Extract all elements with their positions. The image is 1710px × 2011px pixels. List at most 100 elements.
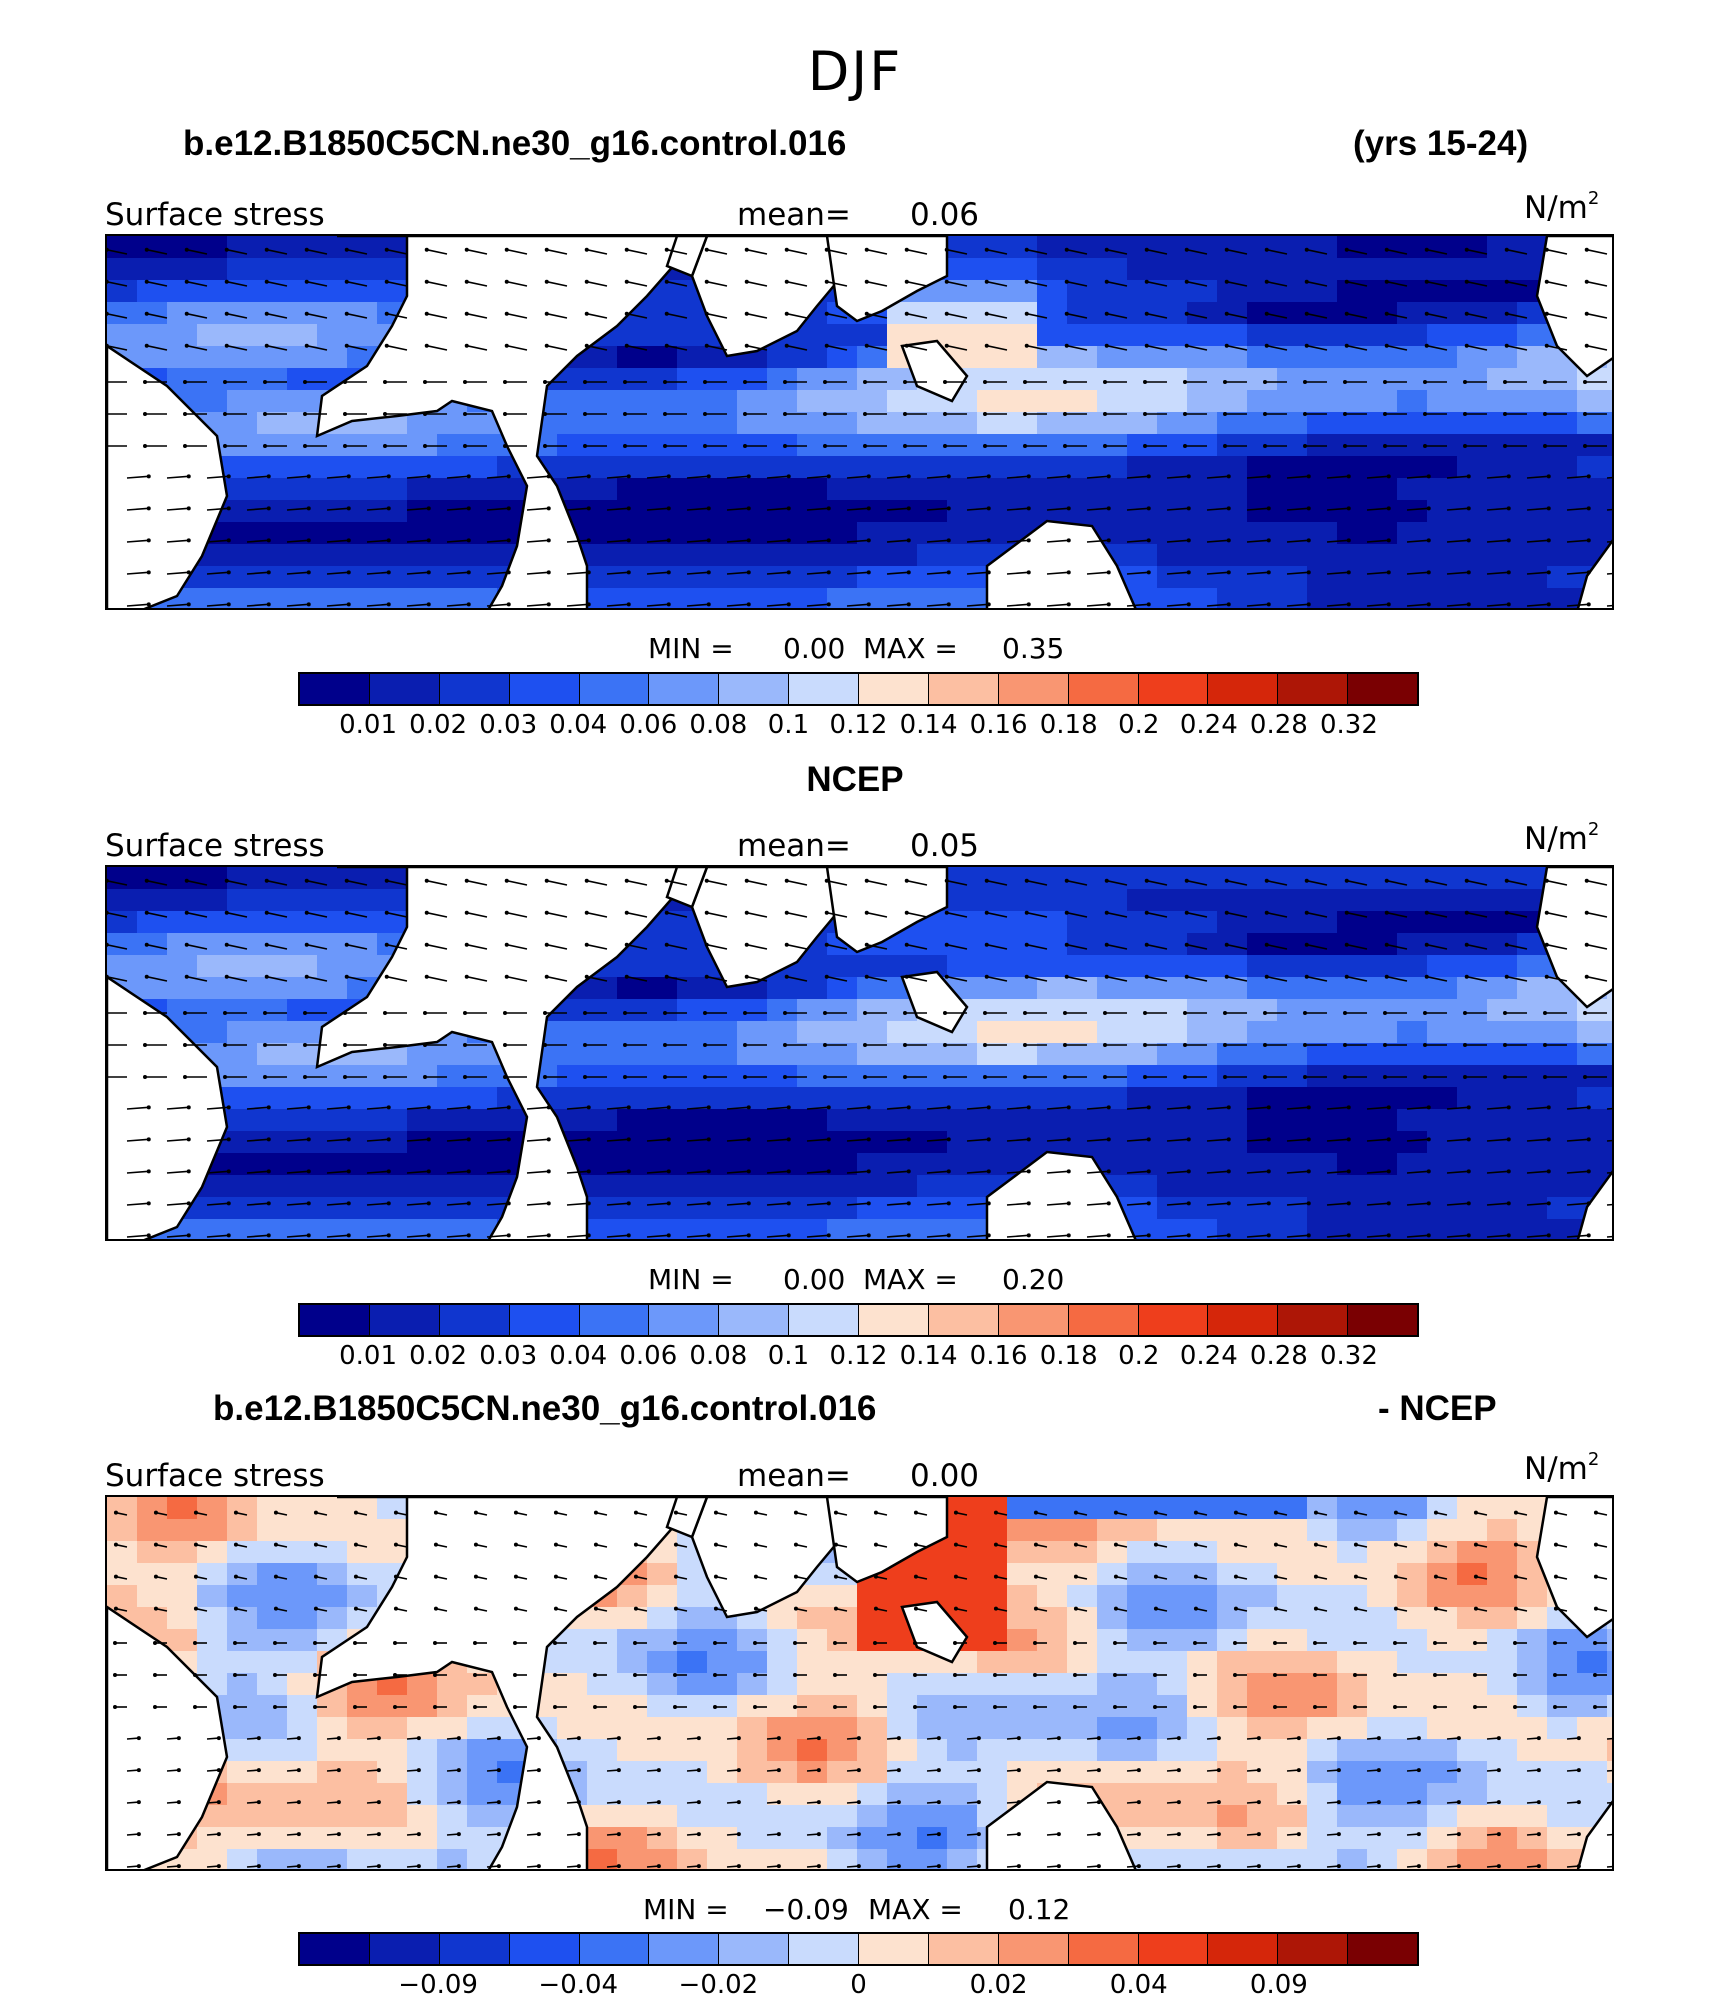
map-canvas	[107, 867, 1612, 1239]
land-mass	[107, 344, 229, 608]
colorbar-swatch	[369, 1934, 440, 1964]
colorbar-swatch	[719, 1305, 790, 1335]
colorbar-swatch	[789, 674, 859, 704]
colorbar-swatch	[719, 674, 790, 704]
colorbar-swatch	[789, 1934, 859, 1964]
colorbar-tick-label: 0.16	[969, 710, 1028, 740]
colorbar-swatch	[369, 674, 440, 704]
colorbar-swatch	[928, 1934, 999, 1964]
colorbar-swatch	[1348, 1934, 1417, 1964]
colorbar-tick-label: 0.28	[1249, 710, 1308, 740]
colorbar-tick-label: 0.08	[689, 1341, 748, 1371]
colorbar-swatch	[1278, 674, 1349, 704]
land-mass	[107, 975, 229, 1239]
panel2-min-label: MIN =	[648, 1263, 734, 1296]
land-mass	[825, 867, 949, 954]
colorbar-swatch	[719, 1934, 790, 1964]
colorbar-tick-label: 0.02	[409, 710, 468, 740]
land-mass	[900, 1600, 969, 1664]
colorbar-tick-label: 0.12	[829, 1341, 888, 1371]
stress-vectors	[107, 878, 1612, 1238]
panel2-colorbar-ticks: 0.01 0.02 0.03 0.04 0.06 0.08 0.1 0.12 0.14 0.16 0…	[298, 1341, 1419, 1371]
colorbar-tick-label: 0	[850, 1970, 867, 2000]
panel2-variable-label: Surface stress	[105, 828, 325, 864]
colorbar-swatch	[1068, 674, 1139, 704]
panel2-mean-label: mean=	[737, 828, 851, 864]
panel3-min-value: −0.09	[763, 1893, 849, 1926]
colorbar-tick-label: 0.18	[1039, 1341, 1098, 1371]
colorbar-tick-label: 0.02	[409, 1341, 468, 1371]
panel3-map	[105, 1495, 1614, 1871]
land-mass	[900, 339, 969, 403]
colorbar-tick-label: 0.24	[1179, 710, 1238, 740]
colorbar-swatch	[509, 1934, 580, 1964]
colorbar-swatch	[1068, 1305, 1139, 1335]
land-mass	[1535, 1497, 1612, 1639]
colorbar-tick-label: 0.06	[619, 710, 678, 740]
panel1-max-value: 0.35	[1002, 632, 1065, 665]
panel3-diff-label: - NCEP	[1378, 1389, 1497, 1428]
colorbar-tick-label: 0.12	[829, 710, 888, 740]
panel2-max-value: 0.20	[1002, 1263, 1065, 1296]
stress-vectors	[107, 247, 1612, 607]
colorbar-swatch	[998, 1305, 1069, 1335]
colorbar-swatch	[439, 674, 510, 704]
colorbar-swatch	[439, 1934, 510, 1964]
main-title: DJF	[807, 40, 903, 103]
colorbar-tick-label: 0.32	[1319, 710, 1378, 740]
colorbar-swatch	[859, 674, 929, 704]
colorbar-tick-label: 0.32	[1319, 1341, 1378, 1371]
land-mass	[1576, 1800, 1612, 1869]
land-mass	[315, 1497, 710, 1869]
colorbar-tick-label: 0.04	[549, 1341, 608, 1371]
colorbar-swatch	[1068, 1934, 1139, 1964]
colorbar-swatch	[439, 1305, 510, 1335]
colorbar-tick-label: 0.18	[1039, 710, 1098, 740]
panel1-case-title: b.e12.B1850C5CN.ne30_g16.control.016	[183, 124, 847, 163]
colorbar-tick-label: 0.03	[479, 710, 538, 740]
colorbar-tick-label: 0.16	[969, 1341, 1028, 1371]
colorbar-swatch	[649, 674, 720, 704]
panel2-title: NCEP	[806, 760, 904, 799]
colorbar-swatch	[649, 1934, 720, 1964]
land-mass	[107, 1605, 229, 1869]
colorbar-swatch	[1138, 1305, 1209, 1335]
colorbar-swatch	[579, 1934, 650, 1964]
land-mass	[900, 970, 969, 1034]
land-mass	[1535, 236, 1612, 378]
colorbar-tick-label: 0.04	[1109, 1970, 1168, 2000]
colorbar-tick-label: 0.2	[1118, 1341, 1160, 1371]
colorbar-tick-label: 0.03	[479, 1341, 538, 1371]
panel3-colorbar-ticks: −0.09 −0.04 −0.02 0 0.02 0.04 0.09	[298, 1970, 1419, 2000]
colorbar-tick-label: 0.1	[767, 710, 810, 740]
colorbar-tick-label: 0.28	[1249, 1341, 1308, 1371]
panel2-colorbar	[298, 1303, 1419, 1337]
colorbar-tick-label: −0.02	[678, 1970, 759, 2000]
panel2-min-value: 0.00	[783, 1263, 846, 1296]
panel1-map	[105, 234, 1614, 610]
colorbar-swatch	[509, 1305, 580, 1335]
panel3-max-label: MAX =	[868, 1893, 963, 1926]
colorbar-tick-label: 0.01	[339, 710, 398, 740]
colorbar-tick-label: −0.04	[538, 1970, 619, 2000]
colorbar-swatch	[579, 674, 650, 704]
colorbar-swatch	[998, 674, 1069, 704]
colorbar-swatch	[998, 1934, 1069, 1964]
colorbar-swatch	[649, 1305, 720, 1335]
panel1-variable-label: Surface stress	[105, 197, 325, 233]
colorbar-swatch	[859, 1934, 929, 1964]
colorbar-swatch	[509, 674, 580, 704]
colorbar-swatch	[789, 1305, 859, 1335]
colorbar-tick-label: 0.14	[899, 1341, 958, 1371]
panel1-min-label: MIN =	[648, 632, 734, 665]
panel1-years-label: (yrs 15-24)	[1353, 124, 1529, 163]
colorbar-tick-label: 0.14	[899, 710, 958, 740]
panel3-units: N/m2	[1524, 1449, 1600, 1487]
colorbar-swatch	[928, 1305, 999, 1335]
land-mass	[985, 519, 1137, 608]
land-mass	[665, 867, 709, 909]
panel1-colorbar	[298, 672, 1419, 706]
colorbar-tick-label: 0.01	[339, 1341, 398, 1371]
stress-vectors	[113, 1510, 1612, 1869]
colorbar-swatch	[859, 1305, 929, 1335]
